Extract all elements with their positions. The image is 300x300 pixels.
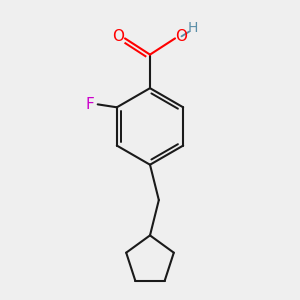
Text: H: H	[188, 21, 198, 35]
Text: O: O	[112, 29, 124, 44]
Text: F: F	[86, 97, 95, 112]
Text: O: O	[176, 29, 188, 44]
